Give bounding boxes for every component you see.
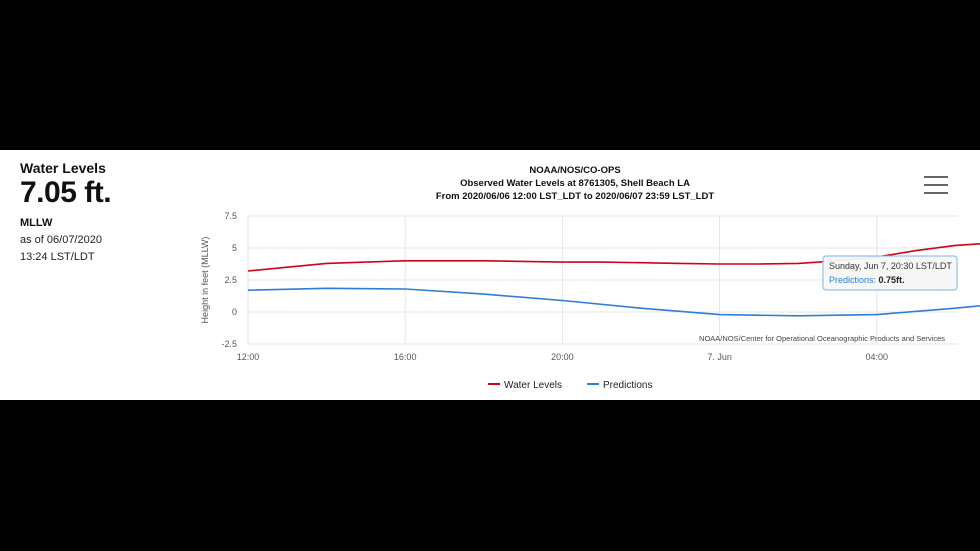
y-tick-label: 5: [232, 243, 237, 253]
x-tick-label: 16:00: [394, 352, 417, 362]
y-tick-label: -2.5: [221, 339, 237, 349]
current-time: 13:24 LST/LDT: [20, 251, 95, 263]
y-tick-label: 7.5: [224, 211, 237, 221]
y-tick-label: 0: [232, 307, 237, 317]
chart-menu-button[interactable]: [924, 176, 948, 198]
tooltip-box: [822, 255, 958, 291]
predictions-line: [247, 287, 980, 317]
tooltip-value: 0.75ft.: [879, 275, 905, 285]
hamburger-bar: [924, 184, 948, 186]
water-level-panel: Water Levels 7.05 ft. MLLW as of 06/07/2…: [0, 150, 980, 400]
current-datum: MLLW: [20, 217, 53, 229]
chart-title-line: From 2020/06/06 12:00 LST_LDT to 2020/06…: [436, 191, 714, 202]
water-level-chart: NOAA/NOS/CO-OPS Observed Water Levels at …: [200, 165, 980, 391]
tooltip-date: Sunday, Jun 7, 20:30 LST/LDT: [829, 261, 952, 271]
hamburger-bar: [924, 192, 948, 194]
y-axis-label: Height in feet (MLLW): [200, 237, 210, 324]
legend-label: Predictions: [603, 380, 652, 391]
x-tick-label: 12:00: [237, 352, 260, 362]
legend-label: Water Levels: [504, 380, 562, 391]
chart-title-line: NOAA/NOS/CO-OPS: [529, 165, 620, 176]
current-as-of: as of 06/07/2020: [20, 234, 102, 246]
water-levels-line: [247, 243, 980, 272]
y-tick-label: 2.5: [224, 275, 237, 285]
x-tick-label: 04:00: [866, 352, 889, 362]
hamburger-menu-icon: [924, 176, 948, 178]
x-tick-label: 20:00: [551, 352, 574, 362]
chart-credit: NOAA/NOS/Center for Operational Oceanogr…: [699, 334, 945, 343]
tooltip-series: Predictions: 0.75ft.: [829, 275, 905, 285]
x-tick-label: 7. Jun: [707, 352, 732, 362]
current-title: Water Levels: [20, 160, 106, 176]
chart-title-line: Observed Water Levels at 8761305, Shell …: [460, 178, 690, 189]
current-value: 7.05 ft.: [20, 176, 112, 209]
current-reading: Water Levels 7.05 ft. MLLW as of 06/07/2…: [20, 160, 112, 263]
